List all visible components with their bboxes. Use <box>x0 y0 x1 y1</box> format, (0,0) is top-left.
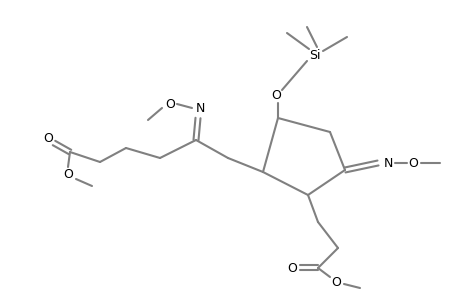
Text: O: O <box>270 88 280 101</box>
Text: N: N <box>382 157 392 169</box>
Text: O: O <box>286 262 297 275</box>
Text: O: O <box>43 131 53 145</box>
Text: O: O <box>165 98 174 110</box>
Text: O: O <box>407 157 417 169</box>
Text: Si: Si <box>308 49 320 62</box>
Text: O: O <box>63 169 73 182</box>
Text: N: N <box>195 101 204 115</box>
Text: O: O <box>330 275 340 289</box>
